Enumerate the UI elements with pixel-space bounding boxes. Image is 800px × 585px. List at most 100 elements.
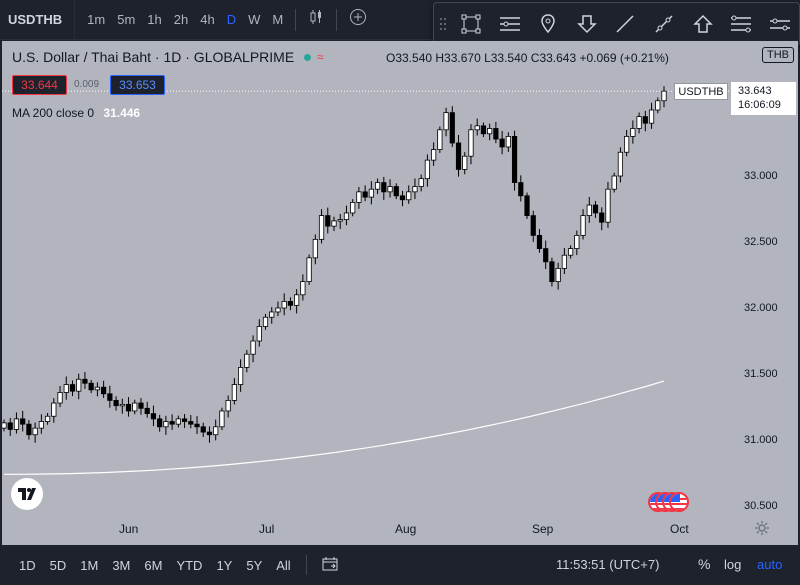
interval-list: 1m 5m 1h 2h 4h D W M <box>75 12 289 27</box>
indicator-legend[interactable]: MA 200 close 0 31.446 <box>12 106 140 120</box>
candle-body <box>213 426 219 436</box>
candle-body <box>449 112 455 144</box>
chart-settings-gear-icon[interactable] <box>754 520 770 540</box>
arrow-up-icon[interactable] <box>683 3 722 45</box>
indicator-value: 31.446 <box>103 106 141 120</box>
select-area-icon[interactable] <box>452 3 491 45</box>
candle-body <box>188 421 194 425</box>
range-1m[interactable]: 1M <box>80 557 99 573</box>
sell-button[interactable]: 33.644 <box>12 75 67 95</box>
symbol-search-button[interactable]: USDTHB <box>0 0 76 40</box>
candle-body <box>51 402 57 417</box>
candle-body <box>568 248 574 256</box>
percent-scale-toggle[interactable]: % <box>698 556 711 572</box>
timezone-clock[interactable]: 11:53:51 (UTC+7) <box>556 557 660 572</box>
range-3m[interactable]: 3M <box>112 557 131 573</box>
candle-body <box>325 215 331 227</box>
interval-w[interactable]: W <box>248 12 261 27</box>
candle-body <box>150 413 157 420</box>
candle-body <box>605 188 611 223</box>
candle-body <box>381 182 387 193</box>
candle-body <box>275 307 281 313</box>
arrow-down-icon[interactable] <box>568 3 607 45</box>
candle-body <box>505 136 511 148</box>
candles-icon[interactable] <box>302 9 330 30</box>
us-flag-event-icon[interactable] <box>669 492 689 512</box>
candle-body <box>642 116 648 124</box>
ray-line-icon[interactable] <box>645 3 684 45</box>
auto-scale-toggle[interactable]: auto <box>757 557 783 572</box>
candle-body <box>356 191 362 203</box>
buy-button[interactable]: 33.653 <box>110 75 165 95</box>
range-1y[interactable]: 1Y <box>216 557 233 573</box>
candle-body <box>125 403 132 412</box>
candle-body <box>530 215 536 236</box>
lines-list-icon[interactable] <box>490 3 529 45</box>
candle-body <box>287 300 294 306</box>
candle-body <box>281 300 287 309</box>
drag-handle[interactable] <box>434 9 452 39</box>
interval-m[interactable]: M <box>272 12 284 27</box>
log-scale-toggle[interactable]: log <box>724 557 742 572</box>
candle-body <box>206 431 213 436</box>
candle-body <box>294 294 300 306</box>
currency-button[interactable]: THB <box>762 47 794 63</box>
candle-body <box>113 399 119 407</box>
candle-body <box>561 254 567 269</box>
candle-body <box>69 384 76 392</box>
last-price-value: 33.643 <box>738 85 772 97</box>
candle-body <box>648 109 655 124</box>
chart-pane[interactable]: U.S. Dollar / Thai Baht · 1D · GLOBALPRI… <box>2 41 798 545</box>
map-pin-icon[interactable] <box>529 3 568 45</box>
tradingview-logo-icon[interactable] <box>11 478 43 510</box>
candle-body <box>306 257 312 282</box>
range-5y[interactable]: 5Y <box>246 557 263 573</box>
candle-body <box>63 384 69 393</box>
candle-body <box>350 201 356 214</box>
candle-body <box>499 138 505 148</box>
price-chart[interactable] <box>2 41 798 545</box>
candle-body <box>88 382 94 391</box>
candle-body <box>262 316 269 327</box>
range-all[interactable]: All <box>276 557 291 573</box>
toolbar-divider <box>305 555 307 575</box>
candle-body <box>536 234 543 249</box>
interval-d[interactable]: D <box>226 12 237 27</box>
interval-1h[interactable]: 1h <box>147 12 162 27</box>
interval-5m[interactable]: 5m <box>117 12 136 27</box>
candle-body <box>163 421 169 428</box>
add-indicator-icon[interactable] <box>343 8 373 31</box>
date-range-icon[interactable] <box>315 556 345 575</box>
candle-body <box>331 220 337 227</box>
candle-body <box>318 215 325 240</box>
interval-4h[interactable]: 4h <box>200 12 215 27</box>
candle-body <box>101 386 107 395</box>
candle-body <box>424 159 430 180</box>
horizontal-ray-icon[interactable] <box>760 3 799 45</box>
interval-2h[interactable]: 2h <box>173 12 189 27</box>
candle-body <box>599 212 605 223</box>
interval-1m[interactable]: 1m <box>87 12 106 27</box>
chart-legend-title[interactable]: U.S. Dollar / Thai Baht · 1D · GLOBALPRI… <box>12 49 324 65</box>
candle-body <box>524 195 530 217</box>
candle-body <box>2 422 7 429</box>
candle-body <box>20 418 26 425</box>
trend-line-icon[interactable] <box>606 3 645 45</box>
candle-body <box>169 421 175 425</box>
candle-body <box>592 204 599 214</box>
candle-body <box>580 215 586 236</box>
candle-body <box>374 182 381 190</box>
candle-body <box>617 151 624 177</box>
candle-body <box>300 281 306 296</box>
candle-body <box>518 182 524 197</box>
candle-body <box>181 418 188 422</box>
range-1d[interactable]: 1D <box>19 557 36 573</box>
symbol-price-tag: USDTHB <box>674 83 728 100</box>
range-5d[interactable]: 5D <box>49 557 67 573</box>
range-6m[interactable]: 6M <box>144 557 163 573</box>
candle-body <box>337 219 343 222</box>
candle-series <box>2 86 667 443</box>
price-axis-label: 33.000 <box>744 170 778 182</box>
parallel-channel-icon[interactable] <box>722 3 761 45</box>
range-ytd[interactable]: YTD <box>176 557 203 573</box>
